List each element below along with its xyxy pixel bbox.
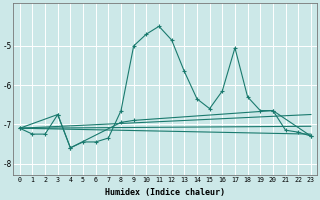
X-axis label: Humidex (Indice chaleur): Humidex (Indice chaleur): [105, 188, 225, 197]
